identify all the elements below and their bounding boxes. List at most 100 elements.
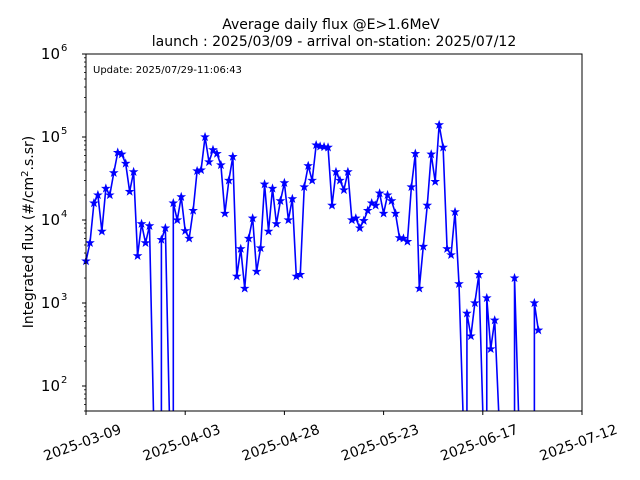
data-point-marker bbox=[200, 131, 210, 142]
data-point-marker bbox=[489, 315, 500, 325]
series-layer bbox=[81, 119, 544, 411]
data-point-marker bbox=[223, 175, 234, 185]
y-tick-exponent: 2 bbox=[61, 375, 67, 386]
data-point-marker bbox=[104, 189, 115, 200]
y-tick-exponent: 4 bbox=[61, 209, 67, 220]
data-point-marker bbox=[406, 181, 417, 192]
data-point-marker bbox=[239, 283, 250, 293]
data-point-marker bbox=[204, 156, 214, 167]
x-tick-label: 2025-07-12 bbox=[538, 422, 620, 465]
data-point-marker bbox=[311, 139, 321, 150]
data-point-marker bbox=[271, 218, 282, 228]
data-point-marker bbox=[533, 325, 544, 335]
update-annotation: Update: 2025/07/29-11:06:43 bbox=[93, 65, 242, 76]
y-axis-label-sup: 2 bbox=[20, 170, 31, 176]
data-point-marker bbox=[362, 205, 373, 215]
data-point-marker bbox=[418, 241, 429, 251]
data-point-marker bbox=[100, 183, 111, 193]
tick-layer: 2025-03-09 2025-04-03 2025-04-28 2025-05-23… bbox=[41, 43, 620, 465]
plot-frame bbox=[85, 53, 583, 412]
data-point-marker bbox=[279, 177, 290, 188]
y-axis-label-tail: .s.sr) bbox=[21, 136, 37, 171]
y-tick-exponent: 6 bbox=[61, 43, 67, 54]
data-point-marker bbox=[295, 269, 306, 279]
x-tick-label: 2025-04-03 bbox=[141, 422, 223, 465]
data-point-marker bbox=[263, 226, 274, 236]
data-point-marker bbox=[247, 213, 258, 223]
data-point-marker bbox=[307, 175, 318, 185]
data-point-marker bbox=[358, 215, 369, 225]
x-tick-label: 2025-04-28 bbox=[240, 422, 322, 465]
data-point-marker bbox=[402, 236, 413, 246]
data-point-marker bbox=[128, 166, 139, 177]
data-point-marker bbox=[168, 197, 179, 208]
data-point-marker bbox=[462, 308, 472, 318]
data-point-marker bbox=[509, 272, 520, 283]
data-point-marker bbox=[390, 208, 401, 218]
data-point-marker bbox=[255, 242, 266, 253]
data-point-marker bbox=[208, 144, 218, 154]
data-point-marker bbox=[529, 297, 540, 308]
data-point-marker bbox=[434, 119, 445, 130]
data-point-marker bbox=[220, 208, 230, 218]
data-point-marker bbox=[235, 243, 246, 253]
data-point-marker bbox=[196, 164, 206, 175]
data-point-marker bbox=[176, 191, 187, 201]
chart-subtitle: launch : 2025/03/09 - arrival on-station… bbox=[152, 34, 517, 50]
data-point-marker bbox=[350, 213, 361, 223]
data-point-marker bbox=[97, 226, 107, 236]
data-point-marker bbox=[136, 218, 147, 228]
data-point-marker bbox=[339, 184, 349, 195]
data-point-marker bbox=[426, 149, 437, 159]
data-point-marker bbox=[283, 214, 294, 225]
data-point-marker bbox=[335, 175, 345, 185]
y-axis-label-main: Integrated flux (#/cm bbox=[21, 177, 37, 328]
data-point-marker bbox=[267, 183, 278, 193]
data-point-marker bbox=[454, 278, 464, 289]
data-point-marker bbox=[160, 222, 171, 233]
data-point-marker bbox=[466, 330, 476, 341]
data-point-marker bbox=[327, 200, 337, 210]
data-point-marker bbox=[108, 167, 119, 177]
data-point-marker bbox=[386, 195, 397, 206]
data-point-marker bbox=[93, 189, 103, 200]
data-point-marker bbox=[470, 297, 480, 308]
data-point-marker bbox=[378, 208, 389, 218]
y-tick-label: 10 bbox=[41, 128, 60, 146]
data-point-marker bbox=[299, 181, 310, 192]
data-point-marker bbox=[184, 233, 195, 243]
data-point-marker bbox=[116, 149, 127, 159]
data-point-marker bbox=[366, 197, 377, 208]
data-point-marker bbox=[231, 271, 242, 281]
data-point-marker bbox=[374, 188, 385, 198]
data-point-marker bbox=[446, 249, 456, 260]
data-point-marker bbox=[354, 222, 365, 233]
data-point-marker bbox=[275, 195, 286, 206]
data-point-marker bbox=[287, 193, 298, 203]
data-point-marker bbox=[442, 243, 452, 253]
x-tick-label: 2025-05-23 bbox=[339, 422, 421, 465]
data-point-marker bbox=[243, 233, 254, 243]
y-tick-exponent: 5 bbox=[61, 126, 67, 137]
y-tick-label: 10 bbox=[41, 45, 60, 63]
data-point-marker bbox=[89, 197, 99, 208]
data-point-marker bbox=[343, 166, 353, 177]
y-axis-label: Integrated flux (#/cm2.s.sr) bbox=[20, 136, 37, 329]
data-point-marker bbox=[450, 206, 460, 217]
data-point-marker bbox=[212, 148, 222, 158]
data-point-marker bbox=[259, 179, 270, 189]
y-tick-exponent: 3 bbox=[61, 292, 67, 303]
data-point-marker bbox=[485, 343, 496, 354]
series-line bbox=[86, 124, 540, 411]
data-point-marker bbox=[473, 269, 484, 279]
data-point-marker bbox=[227, 151, 238, 161]
data-point-marker bbox=[172, 214, 183, 225]
data-point-marker bbox=[481, 292, 492, 303]
data-point-marker bbox=[382, 189, 393, 200]
data-point-marker bbox=[144, 220, 155, 230]
data-point-marker bbox=[188, 205, 198, 215]
data-point-marker bbox=[422, 200, 433, 210]
data-point-marker bbox=[85, 237, 95, 248]
data-point-marker bbox=[156, 234, 167, 244]
data-point-marker bbox=[180, 225, 191, 235]
